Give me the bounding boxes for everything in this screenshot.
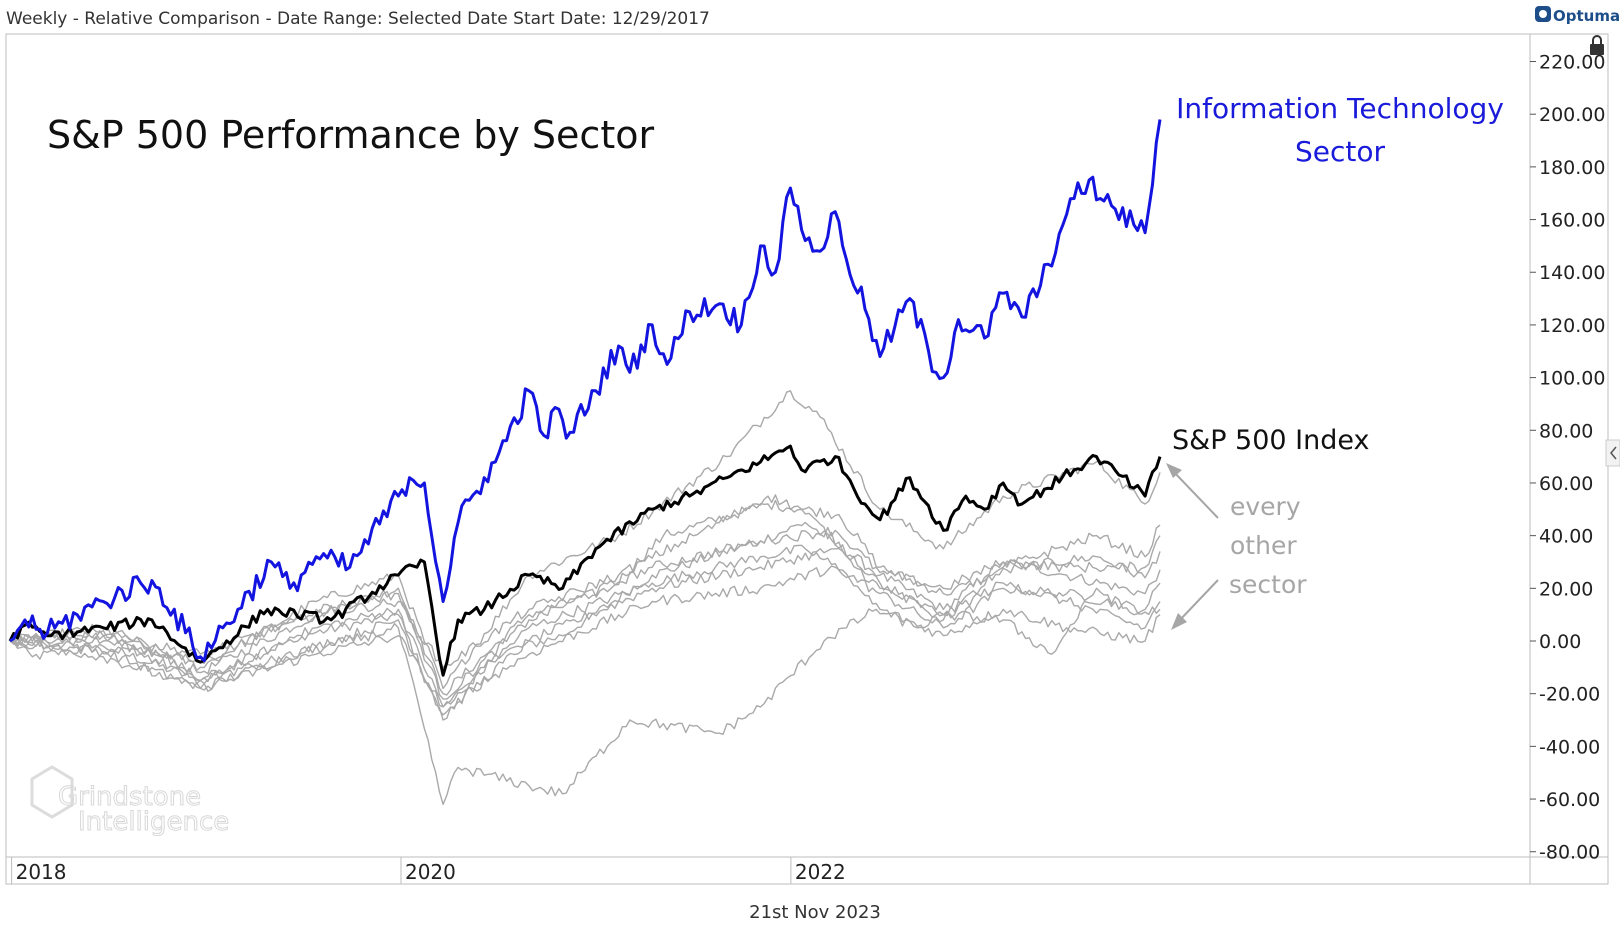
- optuma-logo: Optuma: [1535, 6, 1620, 25]
- chart-header: Weekly - Relative Comparison - Date Rang…: [6, 9, 710, 29]
- watermark-line2: Intelligence: [78, 807, 229, 837]
- footer-date: 21st Nov 2023: [749, 902, 881, 923]
- y-tick-label: 140.00: [1539, 262, 1605, 284]
- series-line-sp500: [8, 444, 1162, 677]
- y-tick-label: -20.00: [1539, 684, 1600, 706]
- y-tick-label: 120.00: [1539, 315, 1605, 337]
- series-line-other-3: [9, 499, 1161, 696]
- watermark: Grindstone Intelligence: [30, 765, 230, 838]
- arrow-to-other-sectors: [1171, 579, 1219, 630]
- series-line-other-9: [9, 494, 1161, 668]
- x-tick-label: 2018: [16, 860, 67, 884]
- y-tick-label: -80.00: [1539, 842, 1600, 864]
- watermark-line1: Grindstone: [58, 782, 201, 812]
- annotation-other-line1: every: [1230, 492, 1301, 521]
- y-tick-label: 100.00: [1539, 368, 1605, 390]
- y-axis-ticks: 220.00 200.00 180.00 160.00 140.00 120.00 100.…: [1530, 52, 1605, 864]
- series-line-other-10: [9, 587, 1161, 805]
- x-tick-label: 2020: [405, 860, 456, 884]
- annotation-other-line3: sector: [1229, 570, 1307, 599]
- arrow-to-sp500: [1166, 463, 1219, 519]
- chevron-left-icon[interactable]: [1605, 439, 1620, 467]
- x-axis-ticks: 2018 2020 2022: [11, 857, 846, 884]
- y-tick-label: 60.00: [1539, 473, 1593, 495]
- series-line-other-4: [9, 390, 1161, 690]
- y-tick-label: 40.00: [1539, 526, 1593, 548]
- y-tick-label: 20.00: [1539, 578, 1593, 600]
- y-tick-label: -60.00: [1539, 789, 1600, 811]
- y-tick-label: 0.00: [1539, 631, 1581, 653]
- y-tick-label: 80.00: [1539, 420, 1593, 442]
- series-line-other-6: [9, 547, 1161, 716]
- series-layer: [8, 119, 1162, 805]
- lock-icon[interactable]: [1590, 35, 1604, 55]
- series-line-it: [9, 119, 1162, 663]
- y-tick-label: 180.00: [1539, 157, 1605, 179]
- watermark-logo-icon: [30, 765, 74, 819]
- y-tick-label: 220.00: [1539, 52, 1605, 74]
- annotation-other-line2: other: [1230, 531, 1297, 560]
- optuma-logo-text: Optuma: [1553, 7, 1620, 25]
- series-line-other-8: [9, 565, 1161, 708]
- annotation-it-line2: Sector: [1295, 135, 1386, 168]
- annotation-sp500: S&P 500 Index: [1172, 425, 1370, 456]
- y-tick-label: -40.00: [1539, 736, 1600, 758]
- chart-title: S&P 500 Performance by Sector: [47, 113, 654, 157]
- annotation-it-line1: Information Technology: [1176, 92, 1504, 125]
- optuma-logo-dot: [1539, 10, 1547, 18]
- y-tick-label: 160.00: [1539, 210, 1605, 232]
- y-tick-label: 200.00: [1539, 104, 1605, 126]
- x-tick-label: 2022: [795, 860, 846, 884]
